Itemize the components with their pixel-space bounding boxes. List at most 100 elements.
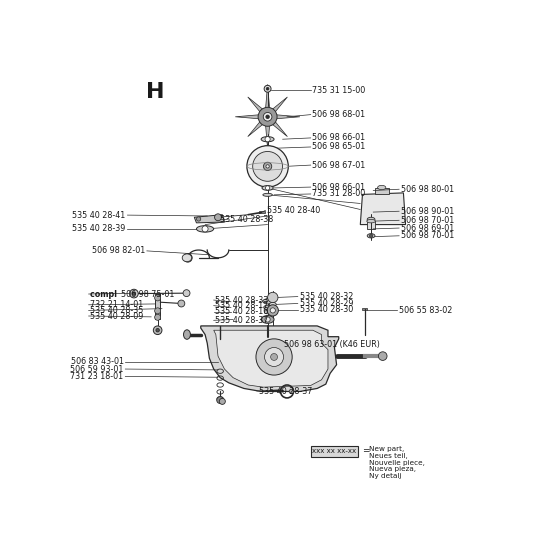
Polygon shape bbox=[360, 193, 405, 225]
Circle shape bbox=[214, 214, 221, 221]
Text: 535 40 28-41: 535 40 28-41 bbox=[72, 211, 126, 220]
Ellipse shape bbox=[184, 330, 190, 339]
Text: 535 40 28-40: 535 40 28-40 bbox=[267, 206, 320, 215]
Circle shape bbox=[379, 352, 387, 361]
Ellipse shape bbox=[263, 298, 272, 304]
Text: 506 98 66-01: 506 98 66-01 bbox=[312, 133, 366, 142]
Bar bbox=[311, 446, 358, 457]
Text: 506 98 66-01: 506 98 66-01 bbox=[312, 183, 366, 192]
Circle shape bbox=[202, 226, 208, 232]
Circle shape bbox=[266, 146, 269, 150]
Ellipse shape bbox=[263, 193, 272, 197]
Text: 506 98 90-01: 506 98 90-01 bbox=[401, 207, 454, 216]
Circle shape bbox=[129, 290, 138, 298]
Ellipse shape bbox=[264, 305, 272, 310]
Text: 506 98 82-01: 506 98 82-01 bbox=[92, 246, 145, 255]
Polygon shape bbox=[265, 123, 270, 149]
Text: 732 21 14-01: 732 21 14-01 bbox=[90, 300, 143, 309]
Polygon shape bbox=[274, 115, 300, 119]
Text: 506 98 69-01: 506 98 69-01 bbox=[401, 223, 454, 232]
Polygon shape bbox=[248, 97, 265, 114]
Circle shape bbox=[267, 87, 269, 90]
Circle shape bbox=[178, 300, 185, 307]
Bar bbox=[362, 308, 367, 310]
Circle shape bbox=[370, 234, 373, 237]
Circle shape bbox=[270, 308, 276, 313]
Text: 506 98 70-01: 506 98 70-01 bbox=[401, 231, 454, 240]
Circle shape bbox=[265, 137, 270, 142]
Text: 506 98 75-01: 506 98 75-01 bbox=[122, 290, 175, 298]
Text: 535 40 28-17: 535 40 28-17 bbox=[216, 301, 269, 310]
Text: 535 40 28-33: 535 40 28-33 bbox=[216, 296, 269, 305]
Text: 535 40 28-09: 535 40 28-09 bbox=[90, 311, 144, 320]
Circle shape bbox=[184, 254, 192, 262]
Circle shape bbox=[266, 115, 269, 119]
Text: 731 23 18-01: 731 23 18-01 bbox=[71, 372, 124, 381]
Circle shape bbox=[247, 146, 288, 187]
Polygon shape bbox=[270, 97, 287, 114]
Circle shape bbox=[197, 217, 200, 221]
Text: 735 31 15-00: 735 31 15-00 bbox=[312, 86, 366, 95]
Text: New part,: New part, bbox=[369, 446, 404, 452]
Polygon shape bbox=[200, 326, 339, 391]
Text: 506 98 70-01: 506 98 70-01 bbox=[401, 216, 454, 225]
Ellipse shape bbox=[197, 226, 214, 232]
Polygon shape bbox=[270, 119, 287, 137]
Circle shape bbox=[256, 339, 292, 375]
Text: =: = bbox=[362, 446, 370, 455]
Circle shape bbox=[289, 389, 293, 394]
Circle shape bbox=[268, 292, 278, 302]
Polygon shape bbox=[214, 330, 328, 387]
Circle shape bbox=[153, 326, 162, 334]
Bar bbox=[259, 211, 264, 213]
Text: Neues teil,: Neues teil, bbox=[369, 452, 408, 459]
Ellipse shape bbox=[264, 310, 271, 314]
Text: Nueva pieza,: Nueva pieza, bbox=[369, 466, 416, 473]
Text: 535 40 28-16: 535 40 28-16 bbox=[216, 307, 269, 316]
Text: 535 40 28-35: 535 40 28-35 bbox=[90, 306, 144, 315]
Circle shape bbox=[266, 165, 269, 168]
Text: 506 98 80-01: 506 98 80-01 bbox=[401, 185, 454, 194]
Circle shape bbox=[263, 113, 272, 121]
Bar bbox=[367, 221, 375, 229]
Ellipse shape bbox=[367, 220, 375, 223]
Circle shape bbox=[263, 162, 272, 170]
Ellipse shape bbox=[263, 146, 273, 150]
Polygon shape bbox=[235, 115, 262, 119]
Text: 535 40 28-38: 535 40 28-38 bbox=[220, 215, 273, 224]
Text: 506 98 63-01 (K46 EUR): 506 98 63-01 (K46 EUR) bbox=[284, 340, 380, 349]
Circle shape bbox=[183, 290, 190, 297]
Text: 535 40 28-30: 535 40 28-30 bbox=[300, 305, 353, 315]
Circle shape bbox=[264, 85, 271, 92]
Text: 735 31 28-00: 735 31 28-00 bbox=[312, 189, 366, 198]
Circle shape bbox=[220, 398, 225, 404]
Bar bbox=[375, 188, 389, 194]
Text: 535 40 28-32: 535 40 28-32 bbox=[300, 292, 353, 301]
Circle shape bbox=[265, 317, 270, 322]
Polygon shape bbox=[194, 214, 225, 223]
Text: 535 40 28-37: 535 40 28-37 bbox=[259, 386, 312, 395]
Circle shape bbox=[156, 329, 160, 332]
Bar bbox=[155, 293, 160, 319]
Text: compl: compl bbox=[90, 290, 120, 298]
Ellipse shape bbox=[269, 302, 276, 306]
Ellipse shape bbox=[182, 254, 192, 262]
Circle shape bbox=[265, 186, 270, 190]
Text: xxx xx xx-xx: xxx xx xx-xx bbox=[312, 449, 357, 454]
Ellipse shape bbox=[261, 137, 274, 142]
Circle shape bbox=[253, 151, 282, 181]
Circle shape bbox=[132, 292, 136, 295]
Text: H: H bbox=[146, 82, 165, 102]
Circle shape bbox=[264, 347, 283, 366]
Text: 506 98 65-01: 506 98 65-01 bbox=[312, 142, 366, 151]
Ellipse shape bbox=[367, 217, 375, 222]
Circle shape bbox=[267, 305, 278, 316]
Text: 506 98 67-01: 506 98 67-01 bbox=[312, 161, 366, 170]
Circle shape bbox=[217, 396, 223, 404]
Ellipse shape bbox=[261, 316, 274, 323]
Text: 506 55 83-02: 506 55 83-02 bbox=[399, 306, 452, 315]
Text: 535 40 28-39: 535 40 28-39 bbox=[72, 225, 126, 234]
Polygon shape bbox=[265, 85, 270, 111]
Polygon shape bbox=[248, 119, 265, 137]
Ellipse shape bbox=[262, 185, 273, 190]
